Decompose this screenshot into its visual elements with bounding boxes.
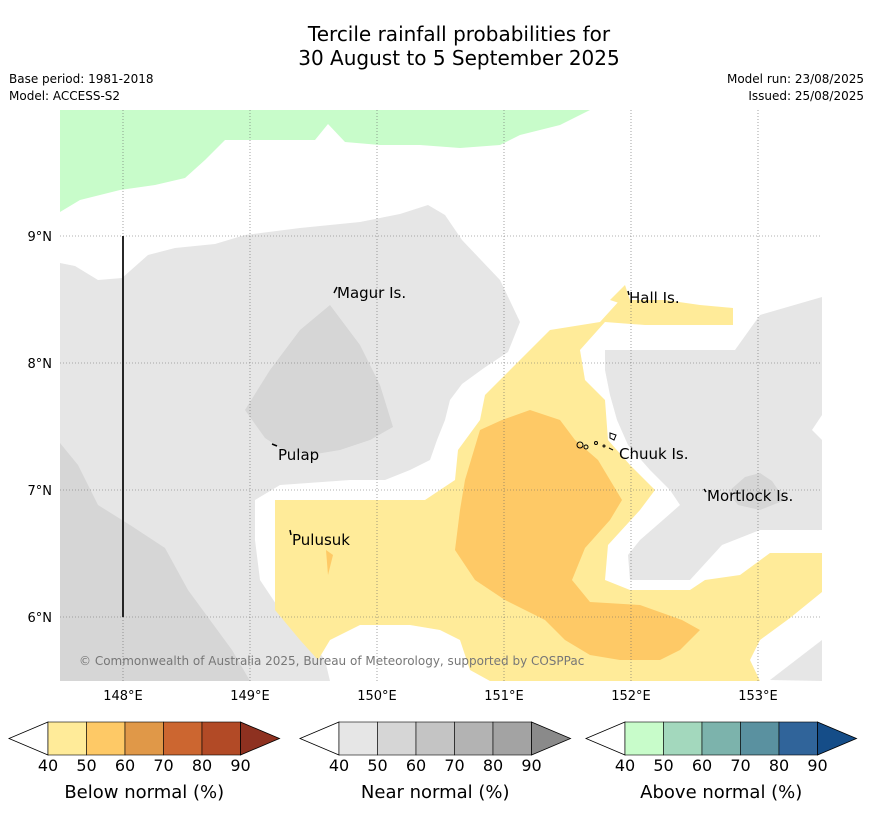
below-normal-colorbar-tick: 50 — [76, 756, 96, 775]
near-normal-colorbar-label: Near normal (%) — [361, 782, 510, 803]
near-normal-colorbar-low-extend — [298, 721, 340, 756]
island-markers — [271, 286, 707, 536]
chuuk-islands-shape — [576, 432, 617, 451]
base-period: Base period: 1981-2018 — [9, 72, 154, 86]
mortlock-island-marker — [703, 488, 707, 493]
model-name: Model: ACCESS-S2 — [9, 89, 121, 103]
near-normal-colorbar-high-extend — [531, 721, 572, 756]
above-normal-colorbar-segment — [778, 721, 818, 756]
near-normal-colorbar-segment — [492, 721, 532, 756]
above-normal-colorbar-tick: 60 — [692, 756, 712, 775]
near-normal-colorbar-segment — [454, 721, 494, 756]
near-normal-colorbar-segment — [338, 721, 378, 756]
lon-label-153e: 153°E — [738, 689, 778, 704]
model-run: Model run: 23/08/2025 — [726, 72, 864, 86]
below-normal-high-speck — [326, 550, 333, 575]
below-normal-colorbar-tick: 40 — [38, 756, 58, 775]
place-label-hall: Hall Is. — [629, 289, 680, 307]
lon-label-151e: 151°E — [484, 689, 524, 704]
near-normal-region-east — [605, 297, 822, 580]
lat-label-8n: 8°N — [28, 357, 53, 372]
near-normal-colorbar-tick: 90 — [521, 756, 541, 775]
above-normal-colorbar: 40 50 60 70 80 90 Above normal (%) — [584, 721, 858, 803]
above-normal-colorbar-high-extend — [817, 721, 858, 756]
title-line-2: 30 August to 5 September 2025 — [298, 46, 620, 70]
near-normal-high-west — [60, 443, 250, 681]
below-normal-colorbar-segment — [47, 721, 87, 756]
below-normal-colorbar-high-extend — [240, 721, 281, 756]
above-normal-colorbar-segment — [624, 721, 664, 756]
below-normal-colorbar-tick: 80 — [192, 756, 212, 775]
pulap-island-marker — [271, 443, 278, 447]
magur-island-marker — [333, 286, 338, 294]
below-normal-colorbar-tick: 70 — [153, 756, 173, 775]
above-normal-colorbar-tick: 90 — [807, 756, 827, 775]
lon-label-148e: 148°E — [103, 689, 143, 704]
below-normal-colorbar-tick: 90 — [230, 756, 250, 775]
place-label-chuuk: Chuuk Is. — [619, 445, 688, 463]
below-normal-colorbar: 40 50 60 70 80 90 Below normal (%) — [7, 721, 281, 803]
above-normal-colorbar-tick: 70 — [730, 756, 750, 775]
place-label-magur: Magur Is. — [337, 284, 406, 302]
lon-label-152e: 152°E — [611, 689, 651, 704]
place-label-pulusuk: Pulusuk — [292, 531, 350, 549]
grid-lines — [60, 110, 822, 681]
place-label-mortlock: Mortlock Is. — [707, 487, 793, 505]
near-normal-region-southeast — [770, 640, 822, 681]
below-normal-colorbar-tick: 60 — [115, 756, 135, 775]
pulusuk-island-marker — [289, 529, 292, 536]
near-normal-high-center — [245, 305, 393, 455]
near-normal-speck — [95, 629, 112, 634]
lat-label-6n: 6°N — [28, 611, 53, 626]
lat-label-7n: 7°N — [28, 484, 53, 499]
above-normal-colorbar-tick: 40 — [615, 756, 635, 775]
above-normal-colorbar-label: Above normal (%) — [640, 782, 802, 803]
colorbars: 40 50 60 70 80 90 Below normal (%) 40 50 60 70 80 90… — [7, 721, 858, 803]
below-normal-colorbar-segment — [163, 721, 203, 756]
near-normal-colorbar-tick: 40 — [329, 756, 349, 775]
near-normal-colorbar-tick: 50 — [367, 756, 387, 775]
above-normal-colorbar-tick: 50 — [653, 756, 673, 775]
near-normal-colorbar-segment — [415, 721, 455, 756]
near-normal-colorbar-tick: 80 — [483, 756, 503, 775]
above-normal-region — [60, 110, 590, 212]
above-normal-colorbar-segment — [701, 721, 741, 756]
below-normal-colorbar-segment — [124, 721, 164, 756]
meta-left: Base period: 1981-2018 Model: ACCESS-S2 — [9, 71, 154, 105]
issued-date: Issued: 25/08/2025 — [748, 89, 864, 103]
lat-label-9n: 9°N — [28, 230, 53, 245]
below-normal-colorbar-segment — [201, 721, 241, 756]
meta-right: Model run: 23/08/2025 Issued: 25/08/2025 — [727, 71, 864, 105]
chart-title: Tercile rainfall probabilities for 30 Au… — [0, 22, 873, 70]
near-normal-colorbar-segment — [377, 721, 417, 756]
below-normal-high-region — [455, 410, 700, 660]
above-normal-colorbar-segment — [663, 721, 703, 756]
above-normal-colorbar-low-extend — [584, 721, 626, 756]
near-normal-colorbar-tick: 60 — [406, 756, 426, 775]
below-normal-region-north — [610, 285, 640, 306]
near-normal-colorbar: 40 50 60 70 80 90 Near normal (%) — [298, 721, 572, 803]
above-normal-colorbar-tick: 80 — [769, 756, 789, 775]
copyright-notice: © Commonwealth of Australia 2025, Bureau… — [79, 654, 584, 668]
title-line-1: Tercile rainfall probabilities for — [307, 22, 611, 46]
near-normal-colorbar-tick: 70 — [444, 756, 464, 775]
lon-label-149e: 149°E — [230, 689, 270, 704]
below-normal-colorbar-segment — [86, 721, 126, 756]
map-plot-area: Magur Is. Hall Is. Pulap Chuuk Is. Mortl… — [60, 110, 822, 681]
below-normal-colorbar-low-extend — [7, 721, 49, 756]
place-label-pulap: Pulap — [278, 446, 319, 464]
below-normal-colorbar-label: Below normal (%) — [64, 782, 224, 803]
lon-label-150e: 150°E — [357, 689, 397, 704]
above-normal-colorbar-segment — [740, 721, 780, 756]
hall-island-marker — [627, 290, 630, 296]
near-normal-high-east — [728, 473, 785, 510]
